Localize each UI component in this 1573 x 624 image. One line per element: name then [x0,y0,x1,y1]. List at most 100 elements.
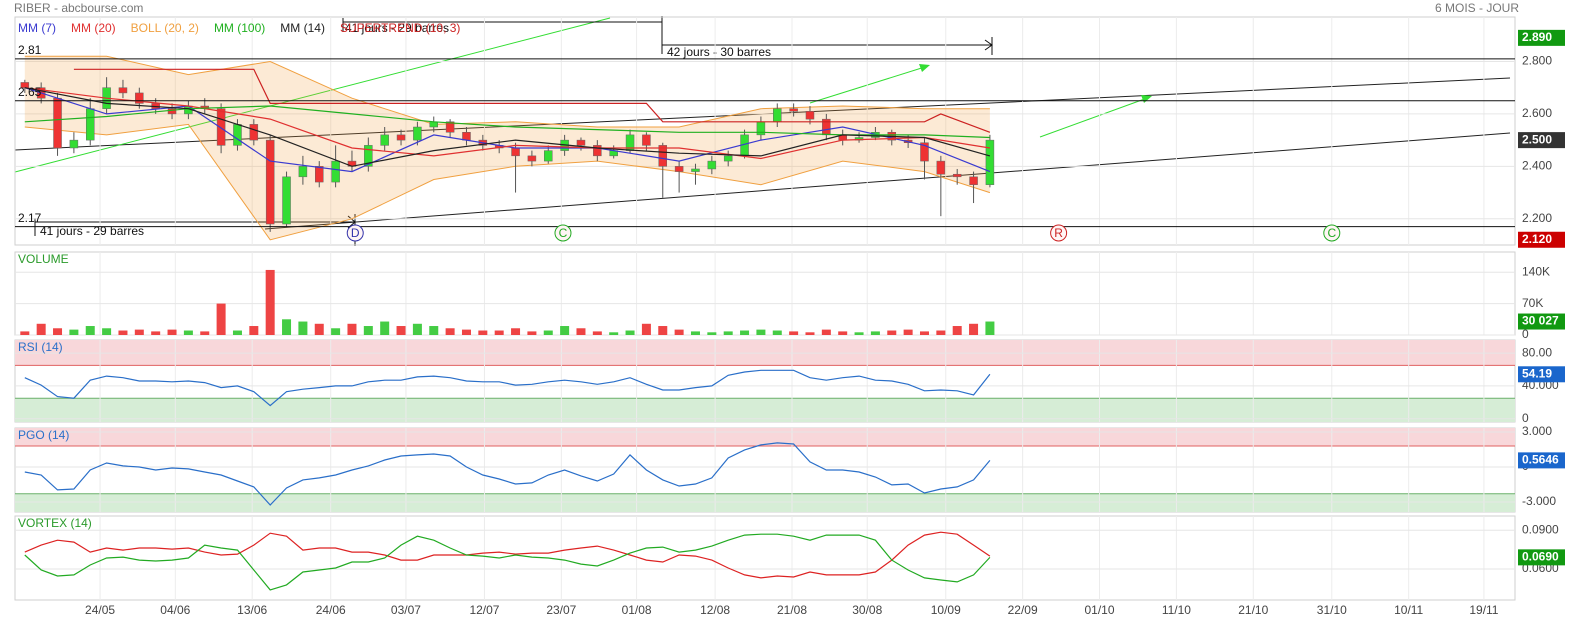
x-tick-label: 12/08 [700,603,730,617]
panel-title: VOLUME [18,252,69,266]
event-label: R [1054,226,1063,240]
candle-body [576,139,586,146]
level-label: 2.65 [18,85,42,99]
candle-body [936,160,946,175]
volume-bar [690,331,700,335]
overlay-line [73,68,991,133]
annotation: 41 jours - 29 barres [40,224,144,238]
overlay-line [24,87,990,160]
arrow-head [984,39,993,51]
volume-bar [363,326,373,335]
volume-bar [870,331,880,335]
candle-body [331,160,340,183]
y-tick-label: 0.0900 [1522,522,1559,536]
y-tick-label: 2.400 [1522,159,1552,173]
volume-bar [674,329,684,335]
indicator-line [24,442,991,506]
candle-body [969,176,978,185]
bollinger-upper [24,55,990,128]
event-marker [346,224,364,242]
oversold-zone [15,398,1515,422]
volume-bar [772,330,782,335]
volume-bar [265,269,275,335]
volume-bar [985,321,995,335]
y-tick-label: 2.200 [1522,211,1552,225]
green-arrow [14,17,611,173]
candle-body [413,126,422,141]
panel-frame [14,515,1516,601]
bollinger-band [24,56,990,240]
volume-bar [151,331,161,335]
value-badge-label: 2.890 [1522,30,1552,44]
legend-entry: MM (100) [214,21,265,35]
candle-body [658,145,668,167]
candle-body [527,155,537,162]
candle-body [985,139,995,185]
x-tick-label: 10/09 [931,603,961,617]
annotation: 42 jours - 30 barres [667,45,771,59]
volume-bar [118,330,128,335]
value-badge-label: 2.120 [1522,232,1552,246]
x-tick-label: 04/06 [160,603,190,617]
candle-body [233,124,242,146]
indicator-line [24,369,991,407]
volume-bar [789,331,799,335]
volume-bar [396,326,406,335]
volume-bar [298,321,308,335]
volume-bar [543,330,553,335]
x-tick-label: 12/07 [469,603,499,617]
candle-body [642,134,651,146]
x-tick-label: 01/08 [622,603,652,617]
value-badge-label: 0.0690 [1522,550,1559,564]
value-badge-label: 0.5646 [1522,453,1559,467]
x-tick-label: 10/11 [1394,603,1423,617]
value-badge [1518,452,1565,469]
volume-bar [380,321,390,335]
y-tick-label: 0 [1522,327,1529,341]
candle-body [265,139,275,225]
x-tick-label: 22/09 [1008,603,1038,617]
value-badge [1518,132,1565,149]
level-label: 2.81 [18,43,42,57]
volume-bar [625,330,635,335]
value-badge-label: 54.19 [1522,366,1552,380]
candle-body [282,176,291,225]
green-arrow [1039,96,1151,138]
volume-bar [919,331,929,335]
legend-entry: MM (20) [71,21,116,35]
candle-body [707,160,717,170]
candle-body [249,124,259,141]
volume-bar [478,330,488,335]
candle-body [118,87,128,94]
volume-bar [658,326,668,335]
event-label: C [559,226,568,240]
volume-bar [347,323,357,335]
candle-body [544,150,553,162]
volume-bar [952,326,962,335]
value-badge [1518,313,1565,330]
value-badge [1518,29,1565,46]
panel-title: VORTEX (14) [18,516,92,530]
volume-bar [641,323,651,335]
overbought-zone [15,428,1515,446]
volume-bar [821,329,831,335]
x-tick-label: 31/10 [1317,603,1347,617]
legend-entry: MM (14) [280,21,325,35]
volume-bar [85,326,95,335]
volume-bar [53,328,63,335]
x-tick-label: 23/07 [546,603,576,617]
panel-title: PGO (14) [18,428,69,442]
x-tick-label: 03/07 [391,603,421,617]
panel-frame [14,251,1516,336]
event-marker [1323,224,1341,242]
oversold-zone [15,493,1515,512]
panel-title: RSI (14) [18,340,63,354]
event-marker [554,224,572,242]
y-tick-label: 0 [1522,411,1529,425]
x-tick-label: 01/10 [1084,603,1114,617]
event-marker [1050,224,1068,242]
volume-bar [69,329,79,335]
candle-body [511,147,520,157]
candle-body [380,134,389,146]
